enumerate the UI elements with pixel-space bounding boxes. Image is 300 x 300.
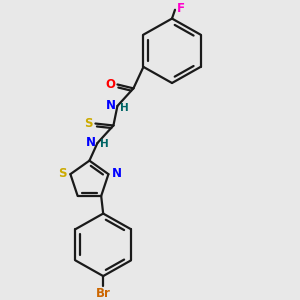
Text: H: H (120, 103, 129, 113)
Text: N: N (111, 167, 122, 180)
Text: S: S (84, 117, 93, 130)
Text: N: N (105, 100, 116, 112)
Text: O: O (105, 78, 116, 91)
Text: Br: Br (96, 287, 111, 300)
Text: F: F (177, 2, 185, 15)
Text: H: H (100, 139, 109, 149)
Text: N: N (85, 136, 95, 148)
Text: S: S (58, 167, 67, 180)
